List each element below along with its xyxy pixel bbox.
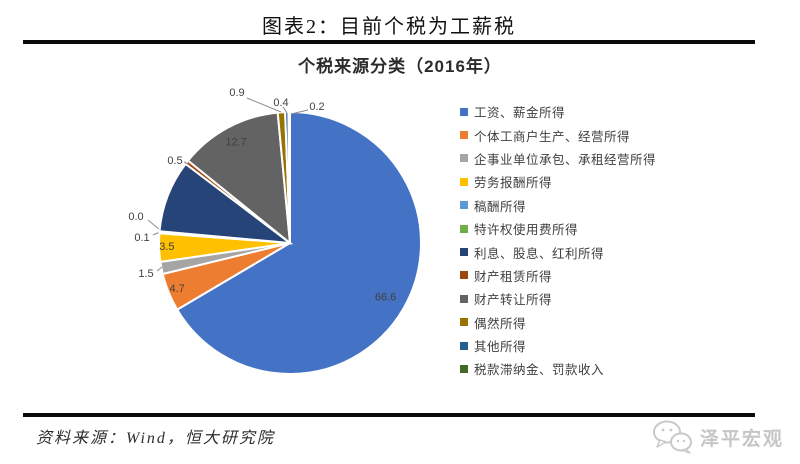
- label-leader-line: [246, 97, 282, 113]
- data-label: 66.6: [375, 291, 396, 303]
- legend-item: 劳务报酬所得: [460, 170, 760, 193]
- legend-swatch: [460, 154, 468, 163]
- legend-label: 偶然所得: [474, 316, 527, 331]
- legend-label: 财产租赁所得: [474, 269, 553, 284]
- pie-slice: [287, 110, 291, 244]
- data-label: 12.7: [225, 137, 246, 149]
- legend-label: 企事业单位承包、承租经营所得: [474, 152, 657, 167]
- figure-title: 图表2：目前个税为工薪税: [262, 16, 516, 38]
- legend-swatch: [460, 224, 468, 233]
- legend-item: 偶然所得: [460, 311, 760, 334]
- label-leader-line: [282, 106, 288, 114]
- data-label: 0.4: [273, 97, 288, 109]
- legend-swatch: [460, 318, 468, 327]
- legend-item: 财产租赁所得: [460, 264, 760, 287]
- legend-swatch: [460, 177, 468, 186]
- legend-swatch: [460, 107, 468, 116]
- legend-label: 其他所得: [474, 340, 527, 355]
- legend-item: 个体工商户生产、经营所得: [460, 123, 760, 146]
- legend-item: 税款滞纳金、罚款收入: [460, 357, 760, 380]
- legend: 工资、薪金所得个体工商户生产、经营所得企事业单位承包、承租经营所得 劳务报酬所得稿…: [460, 100, 760, 381]
- legend-item: 工资、薪金所得: [460, 100, 760, 123]
- legend-item: 企事业单位承包、承租经营所得: [460, 147, 760, 170]
- data-label: 0.0: [128, 211, 143, 223]
- legend-swatch: [460, 364, 468, 373]
- top-rule: [23, 40, 755, 44]
- legend-label: 个体工商户生产、经营所得: [474, 129, 631, 144]
- legend-swatch: [460, 341, 468, 350]
- data-label: 4.7: [169, 283, 184, 295]
- source-note: 资料来源：Wind，恒大研究院: [36, 430, 275, 447]
- watermark-logo: 泽平宏观: [652, 420, 784, 454]
- legend-swatch: [460, 271, 468, 280]
- legend-label: 劳务报酬所得: [474, 176, 553, 191]
- data-label: 0.2: [309, 101, 324, 113]
- label-leader-line: [147, 219, 161, 231]
- legend-swatch: [460, 248, 468, 257]
- chart-title: 个税来源分类（2016年）: [298, 57, 502, 76]
- legend-swatch: [460, 294, 468, 303]
- label-leader-line: [290, 109, 309, 115]
- watermark-text: 泽平宏观: [700, 428, 785, 450]
- legend-item: 特许权使用费所得: [460, 217, 760, 240]
- data-label: 0.5: [167, 155, 182, 167]
- legend-item: 稿酬所得: [460, 194, 760, 217]
- legend-item: 其他所得: [460, 334, 760, 357]
- pie-slice: [175, 110, 422, 375]
- label-leader-line: [156, 266, 163, 272]
- legend-item: 财产转让所得: [460, 287, 760, 310]
- legend-label: 特许权使用费所得: [474, 223, 579, 238]
- data-label: 0.1: [134, 232, 149, 244]
- data-label: 1.5: [138, 268, 153, 280]
- legend-swatch: [460, 131, 468, 140]
- legend-label: 财产转让所得: [474, 293, 553, 308]
- legend-label: 税款滞纳金、罚款收入: [474, 363, 605, 378]
- label-leader-line: [183, 161, 189, 165]
- legend-item: 利息、股息、红利所得: [460, 240, 760, 263]
- data-label: 3.5: [159, 241, 174, 253]
- wechat-bubbles-icon: [653, 420, 692, 454]
- legend-label: 工资、薪金所得: [474, 106, 566, 121]
- bottom-rule: [23, 413, 755, 417]
- legend-label: 稿酬所得: [474, 199, 527, 214]
- legend-swatch: [460, 201, 468, 210]
- data-label: 0.9: [229, 87, 244, 99]
- legend-label: 利息、股息、红利所得: [474, 246, 605, 261]
- pie-slice: [186, 111, 292, 246]
